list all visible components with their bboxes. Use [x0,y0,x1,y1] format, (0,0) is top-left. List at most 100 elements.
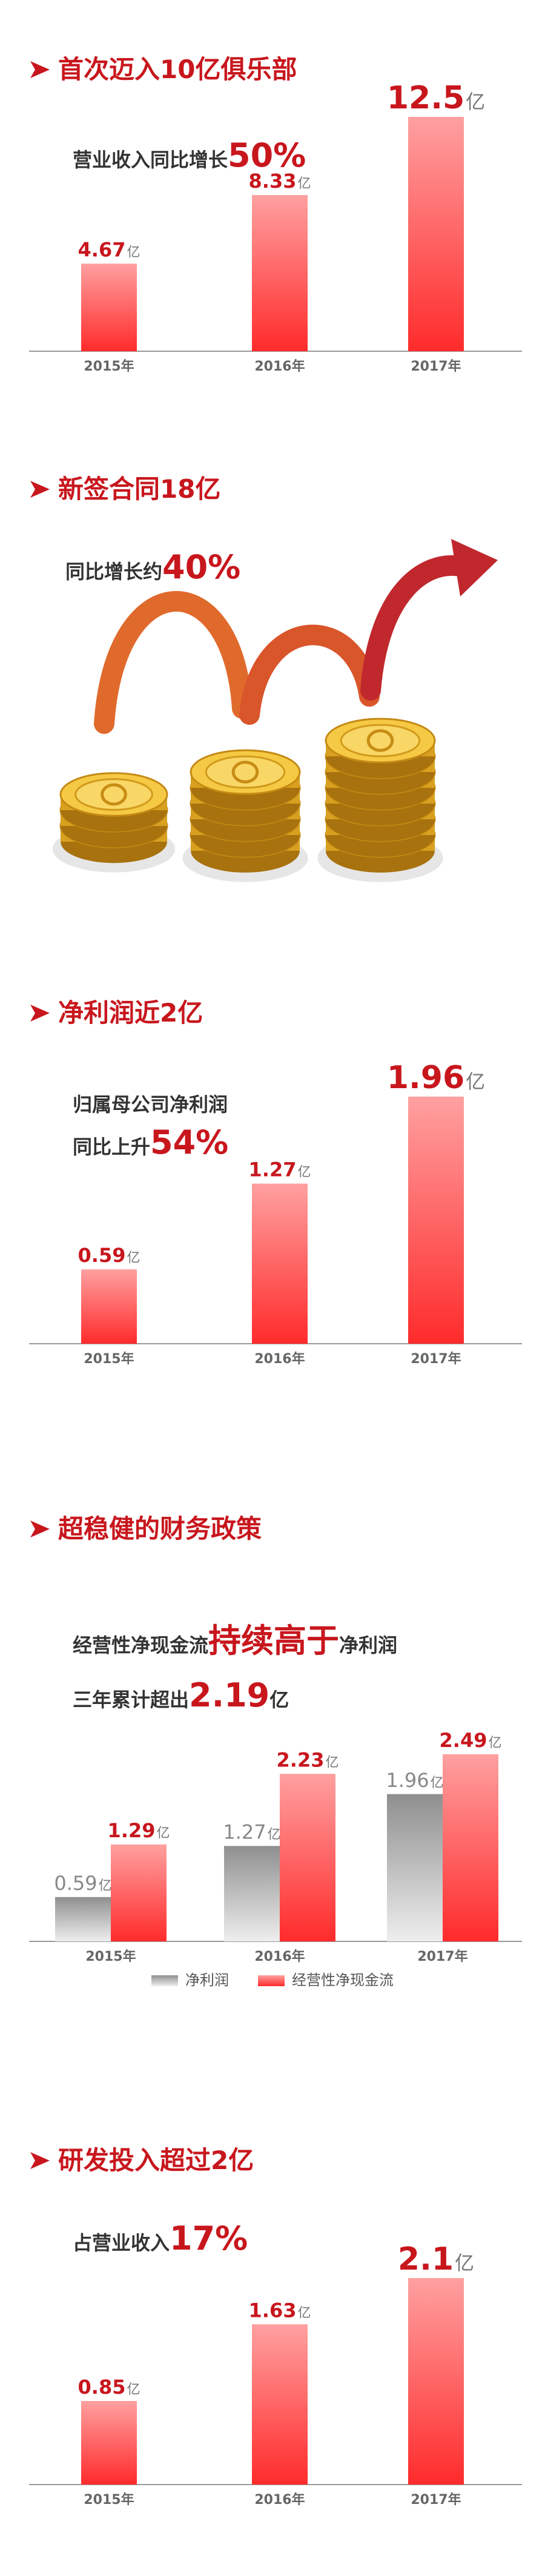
value-number: 0.59 [78,1244,126,1267]
subtitle-text: 经营性净现金流 [73,1634,208,1657]
legend-swatch [258,1975,285,1986]
section-title: 新签合同18亿 [58,474,220,504]
bar [111,1844,167,1941]
x-tick-label: 2017年 [411,358,461,374]
subtitle-highlight: 持续高于 [208,1622,339,1660]
title-arrow [30,61,50,78]
coin-inner [205,755,286,789]
subtitle: 占营业收入17% [73,2219,248,2257]
value-label: 1.29亿 [108,1819,170,1842]
subtitle: 营业收入同比增长50% [73,136,306,174]
bar [81,263,137,351]
bar [408,117,464,351]
bar [408,1097,464,1344]
arrow-arc [94,591,253,734]
value-number: 0.85 [78,2376,126,2399]
value-unit: 亿 [297,176,311,191]
coin-emblem [366,729,394,752]
value-unit: 亿 [297,2305,311,2320]
subtitle: 三年累计超出2.19亿 [73,1676,289,1714]
section-title: 研发投入超过2亿 [58,2145,254,2175]
value-label: 1.27亿 [223,1820,280,1843]
subtitle-highlight: 2.19 [189,1676,269,1714]
value-unit: 亿 [488,1735,501,1751]
legend-swatch [151,1975,178,1986]
subtitle-text: 占营业收入 [73,2231,170,2254]
x-tick-label: 2015年 [85,1949,136,1964]
value-label: 0.59亿 [78,1244,140,1267]
value-label: 4.67亿 [78,238,140,261]
subtitle-text: 归属母公司净利润 [73,1093,228,1116]
section-title: 超稳健的财务政策 [58,1514,262,1544]
value-number: 2.23 [277,1748,325,1771]
value-label: 2.1亿 [398,2241,474,2277]
value-number: 1.27 [223,1820,266,1843]
value-label: 1.96亿 [387,1060,485,1096]
value-number: 1.63 [249,2299,297,2322]
value-unit: 亿 [325,1755,339,1770]
value-unit: 亿 [466,90,485,113]
value-number: 1.96 [387,1060,464,1096]
value-number: 4.67 [78,238,126,261]
bar [224,1846,280,1941]
value-unit: 亿 [268,1827,281,1842]
bar [252,2324,308,2485]
subtitle-text: 净利润 [339,1634,397,1657]
title-arrow [30,2152,50,2169]
coin-inner [340,724,421,758]
value-unit: 亿 [99,1878,112,1894]
value-label: 0.85亿 [78,2376,140,2399]
section-title: 首次迈入10亿俱乐部 [58,54,297,84]
value-number: 1.29 [108,1819,156,1842]
value-unit: 亿 [431,1775,444,1791]
bar [387,1794,443,1941]
x-tick-label: 2017年 [411,1351,461,1367]
bar [252,195,308,351]
x-tick-label: 2017年 [417,1949,467,1964]
coin-emblem [231,761,259,784]
subtitle: 经营性净现金流持续高于净利润 [73,1622,397,1660]
x-tick-label: 2016年 [254,1949,305,1964]
title-arrow [30,1521,50,1537]
title-arrow [30,1005,50,1022]
legend-label: 净利润 [185,1972,229,1989]
bar [81,1269,137,1344]
x-tick-label: 2015年 [84,358,134,374]
subtitle-text: 同比增长约 [65,560,162,583]
x-tick-label: 2016年 [254,358,305,374]
value-unit: 亿 [297,1165,311,1180]
section-title: 净利润近2亿 [58,998,203,1028]
value-label: 8.33亿 [249,170,311,193]
value-label: 1.27亿 [249,1158,311,1181]
subtitle-highlight: 50% [228,136,306,174]
x-tick-label: 2016年 [254,1351,305,1367]
value-label: 2.49亿 [440,1729,502,1752]
value-number: 2.1 [398,2241,454,2277]
x-tick-label: 2015年 [84,2492,134,2508]
value-unit: 亿 [127,245,140,260]
bar [55,1897,111,1941]
value-label: 2.23亿 [277,1748,339,1771]
value-number: 2.49 [440,1729,487,1752]
subtitle: 同比增长约40% [65,548,240,586]
x-tick-label: 2016年 [254,2492,305,2508]
value-label: 12.5亿 [387,80,485,116]
bar [81,2400,137,2485]
title-arrow [30,481,50,498]
subtitle-text: 同比上升 [73,1135,150,1158]
value-number: 8.33 [249,170,297,193]
coin-inner [74,778,153,811]
value-unit: 亿 [127,2382,140,2397]
bar [280,1774,335,1941]
value-unit: 亿 [127,1250,140,1266]
value-unit: 亿 [156,1826,170,1841]
subtitle: 同比上升54% [73,1123,228,1161]
bar [252,1183,308,1344]
value-label: 0.59亿 [54,1872,111,1895]
value-number: 0.59 [54,1872,97,1895]
value-number: 1.27 [249,1158,297,1181]
value-unit: 亿 [455,2251,474,2274]
value-number: 12.5 [387,80,464,116]
arrow-head [451,539,498,596]
